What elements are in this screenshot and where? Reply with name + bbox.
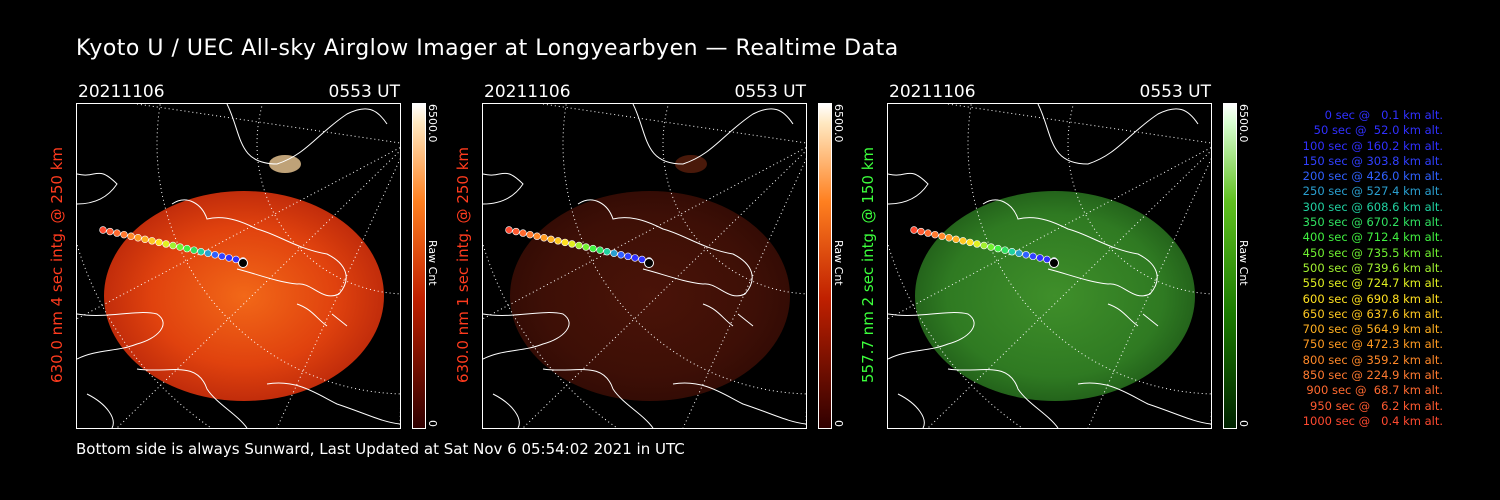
colorbar-max: 6500.0	[1237, 104, 1250, 143]
panel-630nm-4sec: 20211106 0553 UT 630.0 nm 4 sec intg. @ …	[48, 80, 456, 432]
colorbar-unit: Raw Cnt	[832, 240, 845, 286]
colorbar	[412, 103, 426, 429]
colorbar-min: 0	[1237, 420, 1250, 427]
legend-entry: 750 sec @ 472.3 km alt.	[1299, 337, 1443, 352]
panel-630nm-1sec: 20211106 0553 UT 630.0 nm 1 sec intg. @ …	[454, 80, 862, 432]
panel-ylabel: 630.0 nm 4 sec intg. @ 250 km	[48, 146, 66, 384]
legend-entry: 150 sec @ 303.8 km alt.	[1299, 153, 1443, 168]
legend-entry: 650 sec @ 637.6 km alt.	[1299, 306, 1443, 321]
trajectory-legend: 0 sec @ 0.1 km alt. 50 sec @ 52.0 km alt…	[1299, 108, 1443, 429]
legend-entry: 700 sec @ 564.9 km alt.	[1299, 322, 1443, 337]
colorbar-min: 0	[832, 420, 845, 427]
colorbar-unit: Raw Cnt	[1237, 240, 1250, 286]
panel-time: 0553 UT	[734, 82, 807, 102]
panel-557nm-2sec: 20211106 0553 UT 557.7 nm 2 sec intg. @ …	[859, 80, 1267, 432]
colorbar	[1223, 103, 1237, 429]
page-title: Kyoto U / UEC All-sky Airglow Imager at …	[76, 36, 899, 61]
panel-time: 0553 UT	[328, 82, 401, 102]
legend-entry: 850 sec @ 224.9 km alt.	[1299, 368, 1443, 383]
legend-entry: 500 sec @ 739.6 km alt.	[1299, 260, 1443, 275]
colorbar	[818, 103, 832, 429]
legend-entry: 100 sec @ 160.2 km alt.	[1299, 138, 1443, 153]
panel-ylabel: 630.0 nm 1 sec intg. @ 250 km	[454, 146, 472, 384]
colorbar-min: 0	[426, 420, 439, 427]
panel-date: 20211106	[78, 82, 165, 102]
legend-entry: 200 sec @ 426.0 km alt.	[1299, 169, 1443, 184]
panel-date: 20211106	[889, 82, 976, 102]
legend-entry: 600 sec @ 690.8 km alt.	[1299, 291, 1443, 306]
legend-entry: 350 sec @ 670.2 km alt.	[1299, 215, 1443, 230]
legend-entry: 900 sec @ 68.7 km alt.	[1302, 383, 1443, 398]
legend-entry: 300 sec @ 608.6 km alt.	[1299, 199, 1443, 214]
legend-entry: 250 sec @ 527.4 km alt.	[1299, 184, 1443, 199]
allsky-image	[887, 103, 1212, 429]
panel-date: 20211106	[484, 82, 571, 102]
legend-entry: 950 sec @ 6.2 km alt.	[1306, 398, 1443, 413]
allsky-image	[76, 103, 401, 429]
legend-entry: 400 sec @ 712.4 km alt.	[1299, 230, 1443, 245]
legend-entry: 50 sec @ 52.0 km alt.	[1306, 123, 1443, 138]
panel-ylabel: 557.7 nm 2 sec intg. @ 150 km	[859, 146, 877, 384]
legend-entry: 800 sec @ 359.2 km alt.	[1299, 352, 1443, 367]
legend-entry: 0 sec @ 0.1 km alt.	[1313, 108, 1443, 122]
colorbar-max: 6500.0	[832, 104, 845, 143]
legend-entry: 550 sec @ 724.7 km alt.	[1299, 276, 1443, 291]
legend-entry: 1000 sec @ 0.4 km alt.	[1302, 413, 1443, 428]
colorbar-max: 6500.0	[426, 104, 439, 143]
panel-time: 0553 UT	[1139, 82, 1212, 102]
legend-entry: 450 sec @ 735.5 km alt.	[1299, 245, 1443, 260]
allsky-image	[482, 103, 807, 429]
colorbar-unit: Raw Cnt	[426, 240, 439, 286]
footer-note: Bottom side is always Sunward, Last Upda…	[76, 440, 685, 458]
